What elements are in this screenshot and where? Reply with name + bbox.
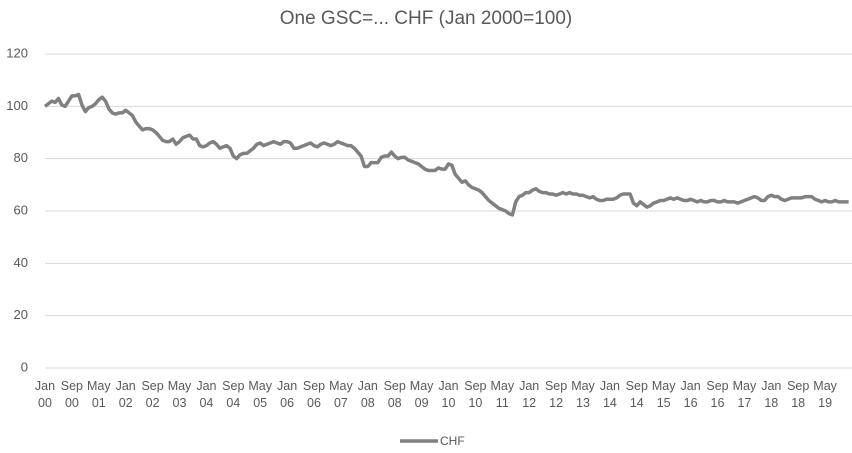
x-tick-label: May 01: [86, 379, 111, 410]
x-tick-label: Sep 16: [706, 379, 729, 410]
x-tick-label: Jan 16: [680, 379, 701, 410]
x-tick-label: May 15: [651, 379, 676, 410]
x-tick-label: Sep 18: [787, 379, 810, 410]
x-tick-label: Jan 02: [115, 379, 136, 410]
chart-title: One GSC=... CHF (Jan 2000=100): [280, 8, 573, 29]
x-tick-label: Jan 12: [519, 379, 540, 410]
y-tick-label: 20: [14, 307, 28, 322]
x-tick-label: May 17: [732, 379, 757, 410]
y-tick-label: 120: [6, 45, 28, 60]
x-tick-label: Sep 12: [544, 379, 568, 410]
x-tick-label: May 11: [490, 379, 515, 410]
x-tick-label: May 03: [167, 379, 192, 410]
x-tick-label: May 13: [571, 379, 595, 410]
y-tick-label: 40: [14, 255, 28, 270]
x-tick-label: Sep 08: [383, 379, 406, 410]
x-tick-label: Jan 08: [357, 379, 378, 410]
series-line: [43, 92, 849, 217]
x-tick-label: Sep 14: [625, 379, 648, 410]
y-tick-label: 60: [14, 202, 28, 217]
x-tick-label: Jan 10: [438, 379, 459, 410]
x-tick-label: Jan 06: [277, 379, 298, 410]
x-tick-label: May 09: [409, 379, 434, 410]
legend-label: CHF: [440, 434, 465, 448]
y-tick-label: 80: [14, 150, 28, 165]
x-tick-label: May 19: [813, 379, 837, 410]
x-tick-label: Sep 06: [302, 379, 326, 410]
y-tick-label: 100: [6, 98, 28, 113]
x-tick-label: Jan 18: [761, 379, 782, 410]
x-tick-label: May 07: [329, 379, 353, 410]
x-tick-label: Sep 10: [464, 379, 487, 410]
x-tick-label: May 05: [248, 379, 272, 410]
x-tick-label: Jan 14: [599, 379, 620, 410]
x-tick-label: Sep 00: [60, 379, 84, 410]
y-tick-label: 0: [21, 359, 28, 374]
x-tick-label: Sep 04: [222, 379, 245, 410]
x-tick-label: Sep 02: [141, 379, 164, 410]
x-tick-label: Jan 04: [196, 379, 217, 410]
x-tick-label: Jan 00: [34, 379, 56, 410]
